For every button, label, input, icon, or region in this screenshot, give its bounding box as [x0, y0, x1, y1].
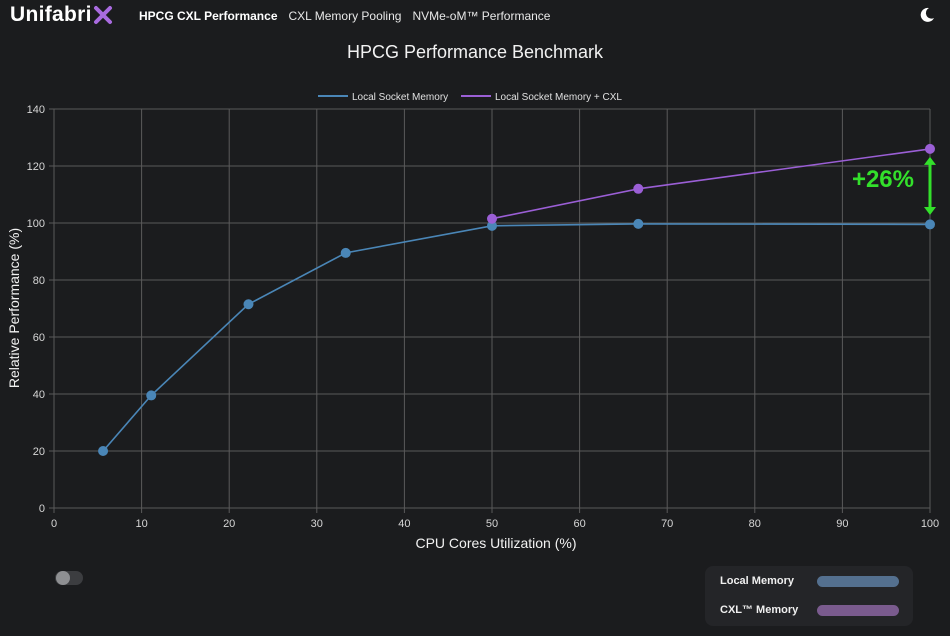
data-point — [633, 218, 644, 229]
nav-cxl-memory-pooling[interactable]: CXL Memory Pooling — [288, 9, 402, 23]
x-tick-label: 10 — [135, 518, 147, 530]
data-point — [243, 299, 254, 310]
x-tick-label: 0 — [51, 518, 57, 530]
axis-ticks: 0 10 20 30 40 50 60 70 80 90 100 0 20 40 60 80 100 120 140 — [27, 104, 940, 530]
annotation-arrow-up-head — [924, 156, 936, 165]
data-point — [633, 183, 644, 194]
legend-local-memory: Local Memory — [720, 575, 899, 587]
x-tick-label: 100 — [921, 518, 939, 530]
x-tick-label: 60 — [573, 518, 585, 530]
legend-label: Local Socket Memory + CXL — [495, 92, 622, 103]
chart-grid — [49, 108, 931, 513]
main-nav: HPCG CXL Performance CXL Memory Pooling … — [139, 9, 550, 23]
data-point — [146, 390, 157, 401]
legend-cxl-memory-label: CXL™ Memory — [720, 604, 799, 616]
y-tick-label: 60 — [33, 332, 45, 344]
y-tick-label: 40 — [33, 389, 45, 401]
brand-x-icon — [93, 6, 112, 24]
theme-toggle-switch[interactable] — [55, 571, 83, 585]
x-axis-label: CPU Cores Utilization (%) — [415, 535, 576, 551]
hpcg-line-chart: HPCG Performance Benchmark Local Socket … — [6, 42, 940, 551]
annotation-label: +26% — [852, 166, 914, 193]
chart-title: HPCG Performance Benchmark — [347, 42, 604, 62]
x-tick-label: 80 — [749, 518, 761, 530]
data-point — [925, 219, 935, 230]
chart-legend: Local Socket Memory Local Socket Memory +… — [318, 92, 622, 103]
nav-hpcg-cxl-performance[interactable]: HPCG CXL Performance — [139, 9, 278, 23]
legend-cxl-memory-swatch — [817, 605, 899, 616]
legend-cxl-memory: CXL™ Memory — [720, 604, 899, 616]
dark-mode-moon-icon[interactable] — [918, 6, 936, 24]
legend-local-memory-swatch — [817, 576, 899, 587]
chart-series — [98, 143, 935, 456]
x-tick-label: 50 — [486, 518, 498, 530]
legend-label: Local Socket Memory — [352, 92, 448, 103]
annotation-arrow-down-head — [924, 207, 936, 215]
data-point — [98, 446, 109, 456]
brand-name: Unifabri — [10, 3, 92, 26]
y-tick-label: 100 — [27, 218, 45, 230]
x-tick-label: 20 — [223, 518, 235, 530]
toggle-knob — [56, 571, 70, 585]
improvement-annotation: +26% — [852, 156, 936, 215]
x-tick-label: 70 — [661, 518, 673, 530]
data-point — [925, 143, 935, 154]
top-nav-bar: Unifabri HPCG CXL Performance CXL Memory… — [0, 0, 950, 32]
x-tick-label: 30 — [311, 518, 323, 530]
data-point — [487, 220, 497, 231]
x-tick-label: 90 — [836, 518, 848, 530]
brand-logo[interactable]: Unifabri — [10, 3, 113, 27]
legend-local-memory-label: Local Memory — [720, 575, 794, 587]
y-tick-label: 120 — [27, 161, 45, 173]
x-tick-label: 40 — [398, 518, 410, 530]
memory-legend-panel: Local Memory CXL™ Memory — [705, 566, 913, 626]
data-point — [487, 213, 497, 224]
y-tick-label: 20 — [33, 446, 45, 458]
nav-nvme-om-performance[interactable]: NVMe-oM™ Performance — [412, 9, 551, 23]
y-tick-label: 0 — [39, 503, 45, 515]
data-point — [340, 247, 351, 258]
y-axis-label: Relative Performance (%) — [6, 228, 22, 388]
y-tick-label: 80 — [33, 275, 45, 287]
y-tick-label: 140 — [27, 104, 45, 116]
